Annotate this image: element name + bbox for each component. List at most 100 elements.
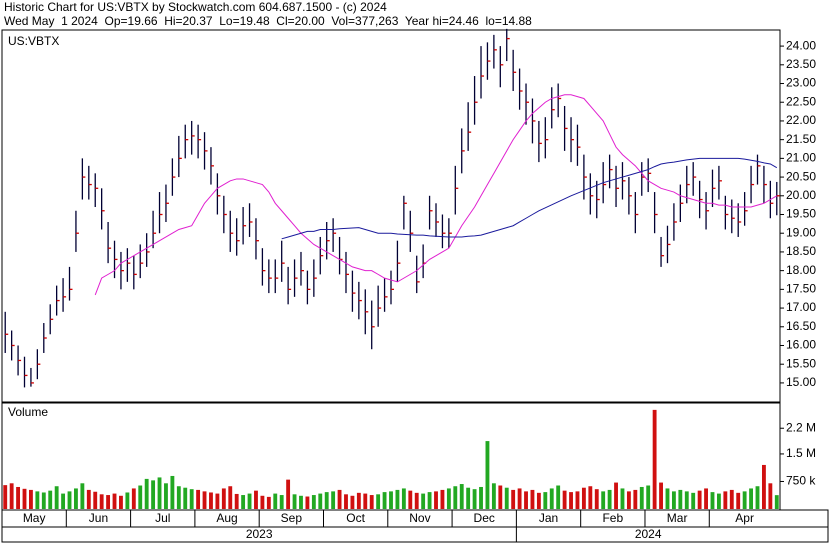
y-tick-label: 16.50 <box>786 319 816 333</box>
volume-bar <box>189 489 194 509</box>
volume-bar <box>67 491 72 509</box>
volume-bar <box>671 491 676 509</box>
volume-bar <box>234 493 239 509</box>
quote-summary: Wed May 1 2024 Op=19.66 Hi=20.37 Lo=19.4… <box>4 14 532 28</box>
volume-bar <box>749 488 753 509</box>
volume-bar <box>99 494 104 509</box>
volume-bar <box>279 495 284 509</box>
volume-bar <box>511 489 516 509</box>
volume-bar <box>35 491 40 509</box>
volume-bar <box>768 483 773 509</box>
volume-bar <box>331 491 336 509</box>
volume-bar <box>183 487 188 509</box>
volume-bar <box>266 496 271 509</box>
volume-bar <box>491 483 496 509</box>
volume-bar <box>536 492 541 509</box>
volume-bar <box>678 489 683 509</box>
volume-bar <box>742 491 747 509</box>
y-tick-label: 17.50 <box>786 282 816 296</box>
volume-bar <box>485 441 490 509</box>
volume-bar <box>414 492 419 509</box>
x-tick-label: Dec <box>474 511 495 525</box>
volume-bar <box>736 492 741 509</box>
volume-bar <box>556 485 561 509</box>
volume-bar <box>286 479 291 509</box>
y-tick-label: 18.00 <box>786 263 816 277</box>
volume-bar <box>350 495 355 509</box>
x-tick-label: Apr <box>735 511 754 525</box>
volume-bar <box>504 487 509 509</box>
moving-average <box>94 94 778 296</box>
volume-bar <box>151 480 156 509</box>
volume-bar <box>247 493 252 509</box>
x-tick-label: Aug <box>216 511 237 525</box>
volume-bar <box>157 477 162 509</box>
volume-bar <box>440 489 445 509</box>
volume-bar <box>395 489 400 509</box>
volume-bar <box>498 485 503 509</box>
volume-bar <box>639 486 644 509</box>
volume-bar <box>209 492 213 509</box>
x-tick-label: Oct <box>346 511 365 525</box>
volume-bar <box>601 491 606 509</box>
volume-bar <box>318 493 323 509</box>
volume-bar <box>633 489 638 509</box>
y-tick-label: 21.50 <box>786 132 816 146</box>
volume-bar <box>61 493 66 509</box>
y-tick-label: 17.00 <box>786 300 816 314</box>
volume-bar <box>16 486 21 509</box>
volume-bar <box>530 489 535 509</box>
x-tick-label: Jul <box>155 511 170 525</box>
volume-bar <box>324 492 329 509</box>
volume-tick-label: 1.5 M <box>786 446 816 460</box>
x-tick-label: Mar <box>667 511 688 525</box>
volume-bar <box>221 488 226 509</box>
volume-bar <box>408 490 413 509</box>
x-tick-label: May <box>23 511 46 525</box>
volume-bar <box>517 488 522 509</box>
volume-bar <box>575 491 580 509</box>
volume-bar <box>356 492 361 509</box>
y-tick-label: 21.00 <box>786 151 816 165</box>
volume-bar <box>369 495 374 509</box>
volume-bar <box>74 488 78 509</box>
volume-bar <box>659 482 663 509</box>
year-label: 2023 <box>246 527 273 541</box>
x-tick-label: Feb <box>602 511 623 525</box>
volume-bar <box>562 490 567 509</box>
volume-bar <box>93 491 98 509</box>
volume-bar <box>684 491 689 509</box>
volume-bar <box>241 495 246 509</box>
volume-bar <box>138 485 143 509</box>
volume-bar <box>228 486 233 509</box>
y-tick-label: 22.50 <box>786 94 816 108</box>
volume-bar <box>311 495 316 509</box>
y-tick-label: 16.00 <box>786 338 816 352</box>
volume-bar <box>9 483 14 509</box>
volume-bar <box>710 492 715 509</box>
volume-bar <box>697 490 702 509</box>
price-panel <box>1 29 781 403</box>
volume-bar <box>176 486 181 509</box>
volume-bar <box>363 493 368 509</box>
volume-bar <box>691 492 696 509</box>
volume-tick-label: 750 k <box>786 474 816 488</box>
y-tick-label: 24.00 <box>786 38 816 52</box>
volume-bar <box>434 491 438 509</box>
volume-bar <box>202 491 207 509</box>
volume-bar <box>549 488 554 509</box>
volume-bar <box>144 478 149 509</box>
volume-bar <box>260 495 265 509</box>
volume-bar <box>594 489 599 509</box>
volume-bar <box>581 487 586 509</box>
x-tick-label: Jun <box>89 511 108 525</box>
y-tick-label: 23.00 <box>786 76 816 90</box>
volume-bar <box>614 482 618 509</box>
volume-bar <box>652 409 657 509</box>
volume-bar <box>54 486 59 509</box>
volume-bar <box>761 464 766 509</box>
volume-bar <box>48 490 53 509</box>
volume-bar <box>588 486 593 509</box>
volume-bar <box>119 495 123 509</box>
